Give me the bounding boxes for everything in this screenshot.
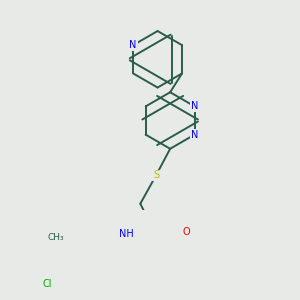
Text: N: N xyxy=(191,130,198,140)
Text: O: O xyxy=(182,227,190,237)
Text: NH: NH xyxy=(119,229,134,238)
Text: CH₃: CH₃ xyxy=(47,233,64,242)
Text: N: N xyxy=(191,101,198,111)
Text: S: S xyxy=(153,170,159,180)
Text: Cl: Cl xyxy=(43,279,52,289)
Text: N: N xyxy=(129,40,137,50)
